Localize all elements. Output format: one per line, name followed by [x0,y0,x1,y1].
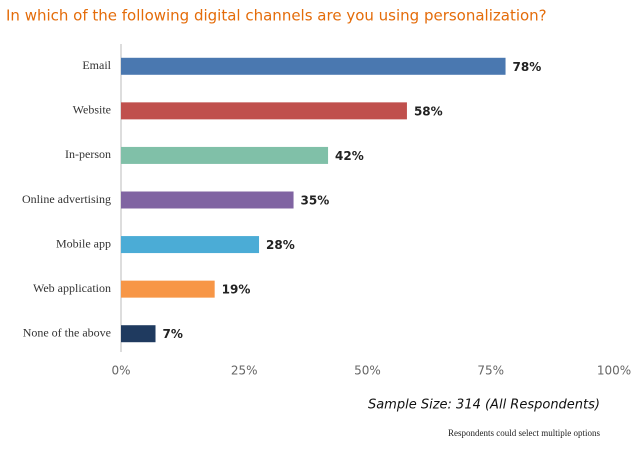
x-tick-label: 25% [231,364,258,378]
value-label: 28% [266,238,295,252]
y-tick-label: In-person [65,147,111,161]
y-tick-label: Website [73,103,111,117]
y-tick-label: Mobile app [56,236,111,250]
chart-title: In which of the following digital channe… [6,7,547,25]
value-label: 19% [222,283,251,297]
bar [121,280,215,298]
value-label: 7% [163,327,183,341]
bar [121,191,294,209]
value-label: 58% [414,104,443,118]
bar [121,146,329,164]
bar [121,102,407,120]
footnote: Respondents could select multiple option… [448,428,600,438]
y-tick-label: Online advertising [22,192,111,206]
x-tick-label: 75% [477,364,504,378]
bar [121,236,260,254]
sample-size: Sample Size: 314 (All Respondents) [368,398,600,413]
bar [121,57,506,75]
value-label: 35% [301,194,330,208]
y-tick-label: Web application [33,281,111,295]
x-tick-label: 0% [111,364,130,378]
x-tick-label: 100% [597,364,631,378]
y-tick-label: Email [82,58,111,72]
value-label: 42% [335,149,364,163]
y-tick-label: None of the above [23,325,111,339]
x-tick-label: 50% [354,364,381,378]
bar [121,325,156,343]
value-label: 78% [513,60,542,74]
